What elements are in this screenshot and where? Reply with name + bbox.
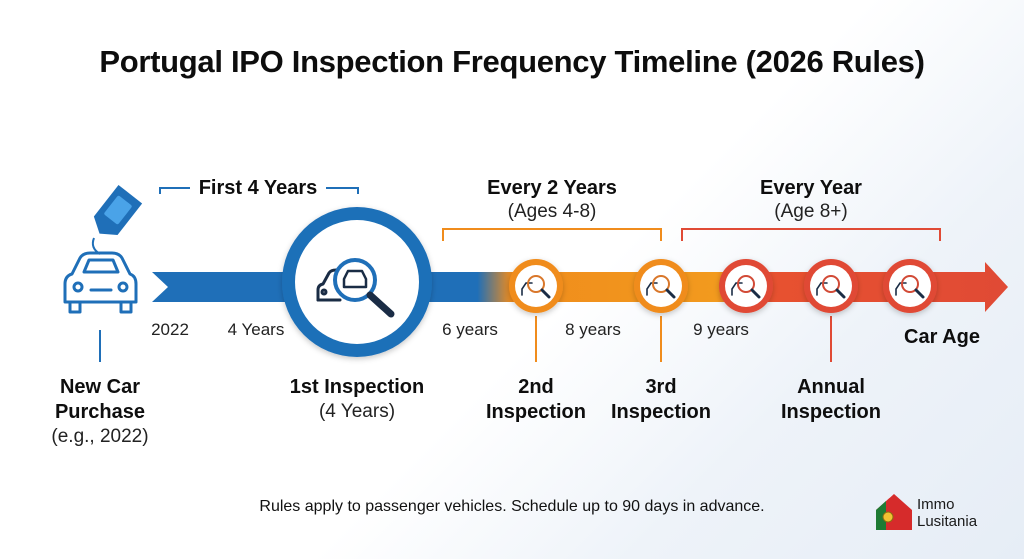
milestone-purchase-line3: (e.g., 2022) [51,426,149,447]
phase-every-year: Every Year [760,177,862,199]
milestone-second-line2: Inspection [485,401,586,423]
second-inspection-icon [509,259,563,313]
brand-logo-text: Immo Lusitania [917,496,977,530]
tick-2022: 2022 [151,320,189,339]
annual-inspection-icon-1 [719,259,773,313]
page-title: Portugal IPO Inspection Frequency Timeli… [99,44,925,79]
phase-every-2-years-sub: (Ages 4-8) [507,201,597,222]
tick-6-years: 6 years [442,320,498,339]
annual-inspection-icon-3 [883,259,937,313]
phase-first-4-years: First 4 Years [198,177,318,199]
milestone-first-line2: (4 Years) [318,401,396,422]
tick-9-years: 9 years [693,320,749,339]
first-inspection-icon [282,207,432,357]
axis-end-label: Car Age [904,326,980,348]
annual-inspection-icon-2 [804,259,858,313]
phase-every-2-years: Every 2 Years [487,177,617,199]
milestone-third-line2: Inspection [610,401,711,423]
timeline-arrow [152,262,1008,312]
milestone-annual-line2: Inspection [780,401,881,423]
milestone-purchase-line2: Purchase [54,401,146,423]
milestone-third-line1: 3rd [645,376,677,398]
tick-8-years: 8 years [565,320,621,339]
milestone-first-line1: 1st Inspection [289,376,425,398]
brand-logo-line1: Immo [917,496,955,513]
milestone-second-line1: 2nd [518,376,554,398]
price-tag-icon [91,185,143,255]
brand-logo-line2: Lusitania [917,513,978,530]
tick-4-years: 4 Years [227,320,285,339]
bracket-every-2-years [442,228,662,241]
milestone-annual-line1: Annual [797,376,865,398]
phase-every-year-sub: (Age 8+) [774,201,848,222]
milestone-purchase-line1: New Car [59,376,141,398]
footnote: Rules apply to passenger vehicles. Sched… [259,498,765,515]
immo-lusitania-logo-icon [876,494,912,530]
third-inspection-icon [634,259,688,313]
new-car-icon [63,251,138,314]
bracket-every-year [681,228,941,241]
bracket-first-4-years [159,187,359,194]
